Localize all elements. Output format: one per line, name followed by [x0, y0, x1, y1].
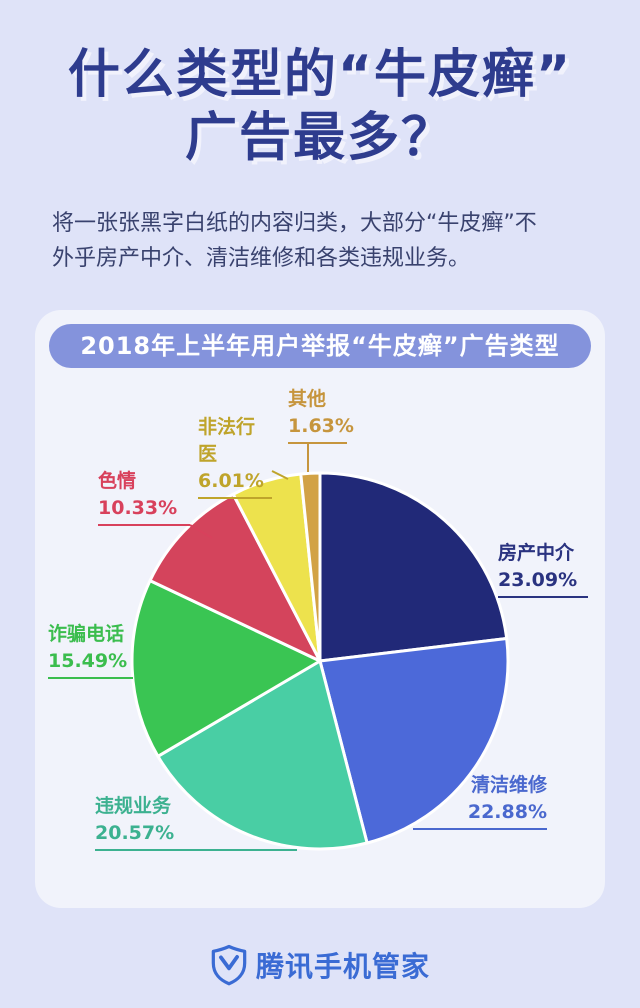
pie-slice-0 [318, 471, 509, 663]
pie-label-name: 违规业务 [95, 795, 172, 817]
page-subtitle-line2: 外乎房产中介、清洁维修和各类违规业务。 [52, 246, 471, 271]
pie-label-value: 10.33% [98, 497, 178, 519]
pie-label-real-estate: 房产中介 23.09% [498, 540, 588, 598]
pie-label-porn: 色情 10.33% [98, 468, 190, 526]
pie-slice-1 [318, 636, 510, 845]
pie-label-illegal-business: 违规业务 20.57% [95, 793, 297, 851]
pie-label-name: 清洁维修 [470, 774, 547, 796]
footer-brand: 腾讯手机管家 [0, 938, 640, 992]
pie-label-other: 其他 1.63% [288, 386, 354, 444]
pie-label-name: 诈骗电话 [48, 623, 125, 645]
pie-slice-2 [156, 659, 369, 851]
pie-label-cleaning-repair: 清洁维修 22.88% [413, 772, 547, 830]
pie-label-value: 15.49% [48, 650, 128, 672]
pie-label-value: 23.09% [498, 569, 578, 591]
pie-slice-4 [148, 492, 322, 663]
brand-name: 腾讯手机管家 [255, 950, 430, 983]
chart-title-badge: 2018年上半年用户举报“牛皮癣”广告类型 [49, 324, 591, 368]
chart-card: 2018年上半年用户举报“牛皮癣”广告类型 房产中介 23.09% 清洁维修 2… [35, 310, 605, 908]
pie-slice-3 [130, 579, 322, 758]
shield-check-icon [211, 944, 247, 986]
page-title-line2: 广告最多？ [184, 108, 455, 168]
page-subtitle-line1: 将一张张黑字白纸的内容归类，大部分“牛皮癣”不 [52, 211, 537, 236]
pie-label-value: 20.57% [95, 822, 175, 844]
pie-label-illegal-medical: 非法行医 6.01% [198, 414, 272, 499]
pie-slice-6 [299, 471, 322, 663]
pie-label-value: 6.01% [198, 470, 264, 492]
pie-leader-line [189, 524, 213, 539]
pie-chart [130, 443, 510, 851]
pie-label-fraud-calls: 诈骗电话 15.49% [48, 621, 133, 679]
pie-label-name: 色情 [98, 470, 137, 492]
pie-label-value: 22.88% [467, 801, 547, 823]
pie-leader-line [271, 470, 289, 480]
pie-label-name: 其他 [288, 388, 327, 410]
pie-label-value: 1.63% [288, 415, 354, 437]
page-title-line1: 什么类型的“牛皮癣” [67, 45, 573, 105]
pie-label-name: 非法行医 [198, 416, 256, 465]
page-title: 什么类型的“牛皮癣” 广告最多？ [0, 44, 640, 170]
pie-label-name: 房产中介 [498, 542, 575, 564]
page-subtitle: 将一张张黑字白纸的内容归类，大部分“牛皮癣”不 外乎房产中介、清洁维修和各类违规… [52, 206, 597, 276]
